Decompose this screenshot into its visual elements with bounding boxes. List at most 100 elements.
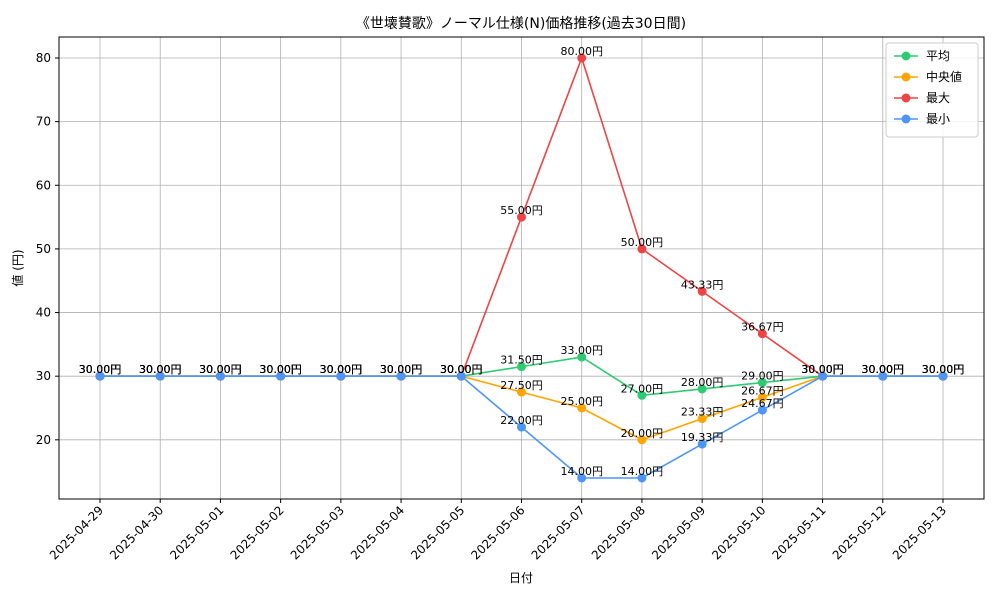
legend-label: 最大 [926, 91, 950, 105]
data-label: 30.00円 [320, 363, 363, 376]
legend-item: 最大 [894, 91, 950, 105]
x-tick-label: 2025-05-04 [348, 503, 407, 562]
data-label: 80.00円 [560, 45, 603, 58]
x-tick-label: 2025-04-29 [47, 503, 106, 562]
data-label: 22.00円 [500, 414, 543, 427]
data-label: 26.67円 [741, 384, 784, 397]
data-label: 30.00円 [79, 363, 122, 376]
x-tick-label: 2025-05-13 [890, 503, 949, 562]
data-label: 30.00円 [922, 363, 965, 376]
data-label: 30.00円 [922, 363, 965, 376]
data-label: 25.00円 [560, 395, 603, 408]
data-point [577, 352, 587, 362]
x-axis-label: 日付 [509, 571, 533, 585]
data-point [757, 392, 767, 402]
data-point [577, 53, 587, 63]
y-axis-label: 値 (円) [10, 249, 25, 286]
data-point [276, 371, 286, 381]
data-point [577, 403, 587, 413]
data-label: 27.00円 [621, 382, 664, 395]
data-label: 30.00円 [862, 363, 905, 376]
data-label: 55.00円 [500, 204, 543, 217]
data-point [456, 371, 466, 381]
data-point [215, 371, 225, 381]
x-tick-label: 2025-05-05 [408, 503, 467, 562]
data-point [697, 439, 707, 449]
data-label: 30.00円 [199, 363, 242, 376]
data-label: 30.00円 [79, 363, 122, 376]
data-point [517, 362, 526, 372]
series-lines [95, 53, 948, 483]
data-point [155, 371, 165, 381]
legend-label: 最小 [926, 112, 950, 126]
data-label: 30.00円 [259, 363, 302, 376]
data-label: 36.67円 [741, 321, 784, 334]
data-label: 24.67円 [741, 397, 784, 410]
data-label: 23.33円 [681, 406, 724, 419]
data-label: 30.00円 [139, 363, 182, 376]
data-label: 14.00円 [560, 465, 603, 478]
data-label: 30.00円 [79, 363, 122, 376]
y-tick-label: 40 [36, 306, 51, 320]
data-label: 30.00円 [259, 363, 302, 376]
data-label: 30.00円 [259, 363, 302, 376]
data-point [396, 371, 406, 381]
data-label: 30.00円 [801, 363, 844, 376]
x-axis: 2025-04-29 2025-04-30 2025-05-01 2025-05-02… [47, 499, 949, 562]
data-point [697, 384, 707, 394]
x-tick-label: 2025-05-06 [468, 503, 527, 562]
data-label: 30.00円 [380, 363, 423, 376]
data-label: 30.00円 [79, 363, 122, 376]
data-label: 30.00円 [139, 363, 182, 376]
chart-title: 《世壊賛歌》ノーマル仕様(N)価格推移(過去30日間) [356, 16, 686, 32]
data-label: 30.00円 [801, 363, 844, 376]
data-point [637, 473, 647, 483]
data-label: 33.00円 [560, 344, 603, 357]
data-label: 30.00円 [440, 363, 483, 376]
data-point [637, 435, 647, 445]
data-label: 43.33円 [681, 278, 724, 291]
data-point [95, 371, 105, 381]
x-tick-label: 2025-05-09 [649, 503, 708, 562]
data-label: 30.00円 [259, 363, 302, 376]
data-label: 30.00円 [862, 363, 905, 376]
x-tick-label: 2025-05-08 [589, 503, 648, 562]
y-tick-label: 60 [36, 178, 51, 192]
data-label: 30.00円 [801, 363, 844, 376]
data-point [637, 390, 647, 400]
data-label: 50.00円 [621, 236, 664, 249]
data-label: 28.00円 [681, 376, 724, 389]
y-axis: 20 30 40 50 60 70 80 [36, 51, 59, 447]
data-label: 30.00円 [440, 363, 483, 376]
data-point [336, 371, 346, 381]
legend-marker [901, 114, 911, 124]
data-label: 30.00円 [380, 363, 423, 376]
data-point [757, 405, 767, 415]
data-label: 30.00円 [380, 363, 423, 376]
x-tick-label: 2025-05-07 [529, 503, 588, 562]
y-tick-label: 70 [36, 115, 51, 129]
data-label: 30.00円 [440, 363, 483, 376]
grid [59, 37, 984, 499]
y-tick-label: 30 [36, 369, 51, 383]
data-label: 27.50円 [500, 379, 543, 392]
data-label: 19.33円 [681, 431, 724, 444]
y-tick-label: 20 [36, 433, 51, 447]
data-label: 30.00円 [862, 363, 905, 376]
legend-item: 平均 [894, 49, 950, 63]
data-label: 30.00円 [801, 363, 844, 376]
legend-marker [901, 51, 911, 61]
data-point [697, 414, 707, 424]
data-label: 29.00円 [741, 370, 784, 383]
data-label: 30.00円 [139, 363, 182, 376]
x-tick-label: 2025-05-12 [830, 503, 889, 562]
data-point [938, 371, 948, 381]
series-最小 [95, 371, 948, 483]
x-tick-label: 2025-05-01 [167, 503, 226, 562]
legend-item: 最小 [894, 112, 950, 126]
data-label: 30.00円 [380, 363, 423, 376]
legend-item: 中央値 [894, 69, 962, 84]
data-label: 30.00円 [922, 363, 965, 376]
